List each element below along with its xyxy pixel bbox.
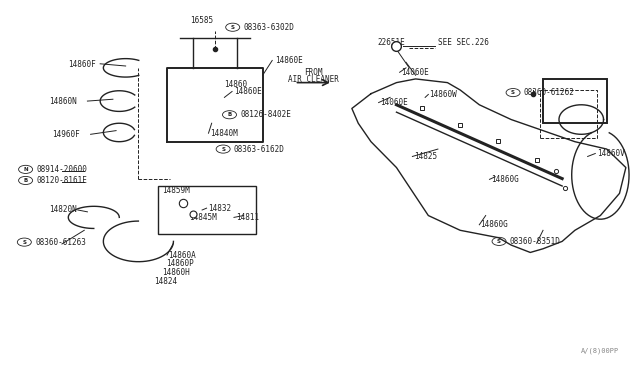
Text: B: B bbox=[227, 112, 232, 117]
Text: 08363-6302D: 08363-6302D bbox=[244, 23, 294, 32]
Text: 14840M: 14840M bbox=[211, 129, 238, 138]
Text: 14860A: 14860A bbox=[168, 251, 196, 260]
Text: 16585: 16585 bbox=[191, 16, 214, 25]
Text: 08363-6162D: 08363-6162D bbox=[234, 145, 285, 154]
Text: 14860G: 14860G bbox=[491, 175, 518, 184]
Text: A/(8)00PP: A/(8)00PP bbox=[581, 347, 620, 354]
Text: 08360-8351D: 08360-8351D bbox=[510, 237, 561, 246]
Text: 14824: 14824 bbox=[154, 278, 177, 286]
Text: 22651E: 22651E bbox=[378, 38, 405, 47]
Text: 14825: 14825 bbox=[414, 152, 437, 161]
Text: 14859M: 14859M bbox=[162, 186, 189, 195]
Text: 14060E: 14060E bbox=[401, 68, 429, 77]
Text: 14860G: 14860G bbox=[481, 220, 508, 229]
Text: AIR CLEANER: AIR CLEANER bbox=[288, 76, 339, 84]
Text: 08360-61262: 08360-61262 bbox=[524, 88, 575, 97]
Bar bbox=[540, 90, 597, 138]
Text: 08360-61263: 08360-61263 bbox=[35, 238, 86, 247]
Text: B: B bbox=[24, 178, 28, 183]
Text: 14860F: 14860F bbox=[68, 60, 96, 69]
Text: 14832: 14832 bbox=[209, 203, 232, 213]
Text: 14811: 14811 bbox=[236, 213, 259, 222]
Text: S: S bbox=[221, 147, 225, 151]
Text: S: S bbox=[230, 25, 235, 30]
Text: 14860: 14860 bbox=[225, 80, 248, 89]
Text: 14860E: 14860E bbox=[275, 56, 303, 65]
Text: 08126-8402E: 08126-8402E bbox=[241, 110, 291, 119]
Text: S: S bbox=[497, 239, 501, 244]
Text: FROM: FROM bbox=[305, 68, 323, 77]
Text: 08120-8161E: 08120-8161E bbox=[36, 176, 87, 185]
Text: 14860P: 14860P bbox=[166, 259, 193, 268]
Text: S: S bbox=[511, 90, 515, 95]
Text: 14860E: 14860E bbox=[234, 87, 262, 96]
Text: SEE SEC.226: SEE SEC.226 bbox=[438, 38, 489, 47]
Text: 14860H: 14860H bbox=[162, 268, 189, 277]
Text: 14860N: 14860N bbox=[49, 97, 77, 106]
Text: 08914-20600: 08914-20600 bbox=[36, 165, 87, 174]
Text: 14960F: 14960F bbox=[52, 130, 80, 139]
Text: 14860W: 14860W bbox=[429, 90, 458, 99]
Text: 14860V: 14860V bbox=[597, 149, 625, 158]
Text: S: S bbox=[22, 240, 26, 245]
Text: 14820N: 14820N bbox=[49, 205, 77, 215]
Text: 14845M: 14845M bbox=[189, 213, 217, 222]
Bar bbox=[543, 79, 607, 123]
Text: 14060E: 14060E bbox=[381, 98, 408, 107]
Text: N: N bbox=[23, 167, 28, 172]
